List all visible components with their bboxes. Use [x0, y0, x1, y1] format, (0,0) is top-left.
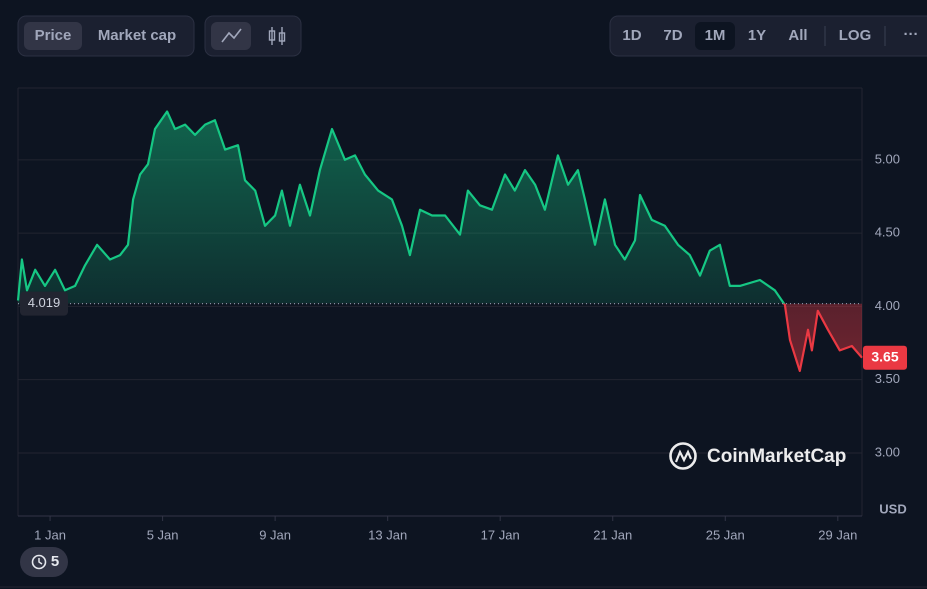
metric-tabs: Price Market cap [17, 15, 195, 57]
line-icon [221, 28, 242, 43]
range-button[interactable]: 1D [622, 27, 641, 44]
y-tick-label: 5.00 [875, 151, 900, 166]
area-up [18, 111, 862, 304]
x-tick-label: 25 Jan [706, 527, 745, 542]
y-tick-label: 4.00 [875, 298, 900, 313]
history-badge[interactable]: 5 [20, 547, 68, 577]
badge-count: 5 [51, 553, 59, 570]
x-tick-label: 9 Jan [259, 527, 291, 542]
watermark-logo-mark [674, 449, 693, 463]
range-button[interactable]: 7D [663, 27, 682, 44]
log-button[interactable]: LOG [839, 27, 872, 44]
x-tick-label: 21 Jan [593, 527, 632, 542]
baseline-label: 4.019 [28, 295, 61, 310]
candle-icon[interactable] [268, 27, 286, 45]
range-button[interactable]: 1M [705, 27, 726, 44]
baseline-label-bg [20, 291, 68, 316]
x-tick-label: 17 Jan [481, 527, 520, 542]
last-price-bg [863, 345, 907, 370]
y-tick-label: 4.50 [875, 225, 900, 240]
history-icon [31, 554, 47, 570]
tab-active-bg [24, 22, 82, 50]
more-button[interactable]: ··· [904, 26, 919, 43]
x-tick-label: 29 Jan [818, 527, 857, 542]
y-tick-label: 3.00 [875, 444, 900, 459]
watermark-logo [669, 442, 697, 470]
range-bar [609, 15, 927, 57]
x-tick-label: 13 Jan [368, 527, 407, 542]
x-tick-label: 1 Jan [34, 527, 66, 542]
range-active-bg [695, 22, 735, 50]
range-button[interactable]: All [788, 27, 807, 44]
tab-market-cap[interactable]: Market cap [98, 27, 176, 44]
y-axis-label: USD [879, 501, 906, 516]
history-icon-hands [38, 558, 43, 565]
x-tick-label: 5 Jan [147, 527, 179, 542]
range-group: LOG ··· 1D 7D 1M 1Y All [609, 15, 927, 57]
watermark: CoinMarketCap [669, 442, 846, 470]
y-tick-label: 3.50 [875, 371, 900, 386]
plot: 4.019 3.65 [16, 110, 907, 372]
tab-price[interactable]: Price [35, 27, 72, 44]
last-price-label: 3.65 [871, 348, 898, 364]
area-down [784, 303, 862, 371]
price-line-up [16, 110, 786, 304]
chart-kind [204, 15, 302, 57]
range-button[interactable]: 1Y [748, 27, 766, 44]
watermark-text: CoinMarketCap [707, 446, 846, 467]
badge-bg [20, 547, 68, 577]
